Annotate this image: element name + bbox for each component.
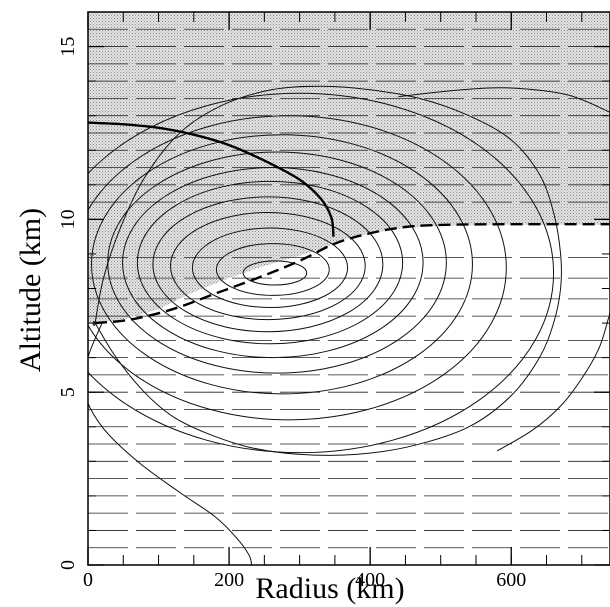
contour-line [88,115,507,421]
contour-line [136,180,404,345]
contour-line [122,167,424,359]
outer-contour-line [92,85,562,456]
contour-line [191,227,349,309]
x-tick-label: 600 [496,569,526,591]
thick-solid-curve [88,121,335,237]
thick-dashed-curve [94,222,610,325]
plot-area [88,12,610,565]
x-tick-label: 0 [83,569,93,591]
y-tick-label: 5 [57,387,79,397]
x-tick-label: 400 [355,569,385,591]
contour-line [215,243,330,296]
contour-line [88,92,554,454]
x-axis-label: Radius (km) [255,572,404,605]
contour-line [91,134,473,395]
right-edge-contour-line [496,312,610,452]
contour-line [242,260,308,286]
y-axis-label: Altitude (km) [14,208,47,372]
contour-line [152,196,384,333]
y-tick-label: 15 [57,37,79,57]
axes: 0 200 400 600 0 5 10 15 [57,11,610,591]
x-tick-label: 200 [214,569,244,591]
contour-line [170,211,366,321]
y-tick-label: 0 [57,560,79,570]
upper-arc-line [398,87,610,113]
y-tick-label: 10 [57,209,79,229]
surface-contour-line [88,322,253,565]
